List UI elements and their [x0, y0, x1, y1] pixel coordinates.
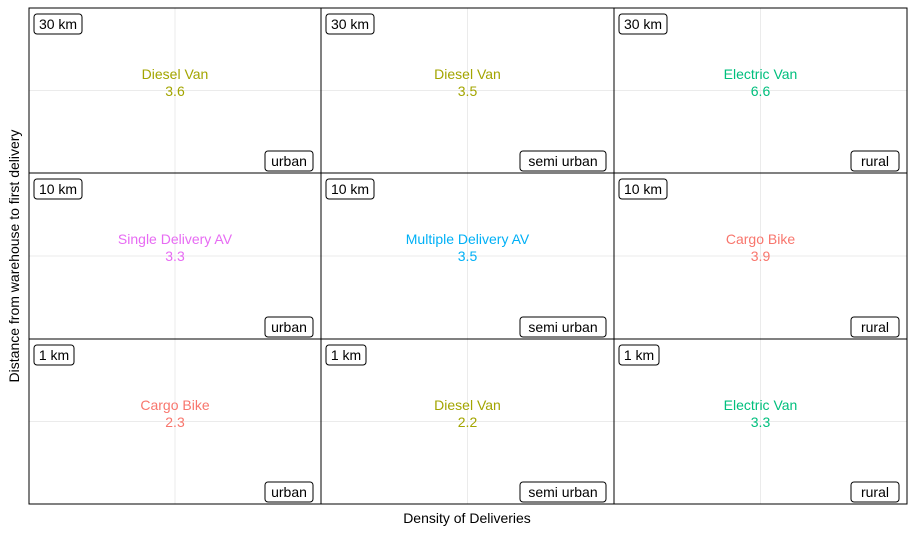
density-label-7: semi urban: [528, 484, 597, 500]
value-label-4: 3.5: [458, 248, 478, 264]
distance-label-7: 1 km: [331, 347, 361, 363]
distance-label-8-box: [618, 344, 660, 366]
vehicle-label-3: Single Delivery AV: [118, 231, 233, 247]
distance-label-0-box: [33, 13, 83, 35]
value-label-0: 3.6: [165, 83, 185, 99]
distance-label-3: 10 km: [39, 181, 77, 197]
density-label-6: urban: [271, 484, 307, 500]
distance-label-2: 30 km: [624, 16, 662, 32]
y-axis-label: Distance from warehouse to first deliver…: [6, 129, 22, 383]
value-label-2: 6.6: [751, 83, 771, 99]
density-label-8: rural: [861, 484, 889, 500]
distance-label-3-box: [33, 178, 83, 200]
density-label-3-box: [264, 316, 314, 338]
distance-label-6: 1 km: [39, 347, 69, 363]
vehicle-label-7: Diesel Van: [434, 397, 501, 413]
value-label-6: 2.3: [165, 414, 185, 430]
density-label-4: semi urban: [528, 319, 597, 335]
density-label-1: semi urban: [528, 153, 597, 169]
density-label-1-box: [519, 150, 607, 172]
distance-label-4-box: [325, 178, 375, 200]
density-label-0-box: [264, 150, 314, 172]
density-label-0: urban: [271, 153, 307, 169]
distance-label-0: 30 km: [39, 16, 77, 32]
vehicle-label-8: Electric Van: [724, 397, 798, 413]
distance-label-5-box: [618, 178, 668, 200]
distance-label-8: 1 km: [624, 347, 654, 363]
density-label-5: rural: [861, 319, 889, 335]
distance-label-6-box: [33, 344, 75, 366]
value-label-3: 3.3: [165, 248, 185, 264]
x-axis-label: Density of Deliveries: [403, 510, 531, 526]
density-label-6-box: [264, 481, 314, 503]
distance-label-5: 10 km: [624, 181, 662, 197]
distance-label-1-box: [325, 13, 375, 35]
density-label-3: urban: [271, 319, 307, 335]
vehicle-label-2: Electric Van: [724, 66, 798, 82]
distance-label-4: 10 km: [331, 181, 369, 197]
value-label-7: 2.2: [458, 414, 478, 430]
density-label-2: rural: [861, 153, 889, 169]
distance-label-7-box: [325, 344, 367, 366]
value-label-1: 3.5: [458, 83, 478, 99]
value-label-5: 3.9: [751, 248, 771, 264]
vehicle-label-5: Cargo Bike: [726, 231, 795, 247]
density-label-5-box: [850, 316, 900, 338]
vehicle-label-6: Cargo Bike: [140, 397, 209, 413]
density-label-4-box: [519, 316, 607, 338]
distance-label-2-box: [618, 13, 668, 35]
panel-border-8: [613, 338, 908, 505]
vehicle-label-4: Multiple Delivery AV: [406, 231, 530, 247]
density-label-8-box: [850, 481, 900, 503]
distance-label-1: 30 km: [331, 16, 369, 32]
vehicle-label-0: Diesel Van: [142, 66, 209, 82]
vehicle-label-1: Diesel Van: [434, 66, 501, 82]
value-label-8: 3.3: [751, 414, 771, 430]
density-label-2-box: [850, 150, 900, 172]
density-label-7-box: [519, 481, 607, 503]
